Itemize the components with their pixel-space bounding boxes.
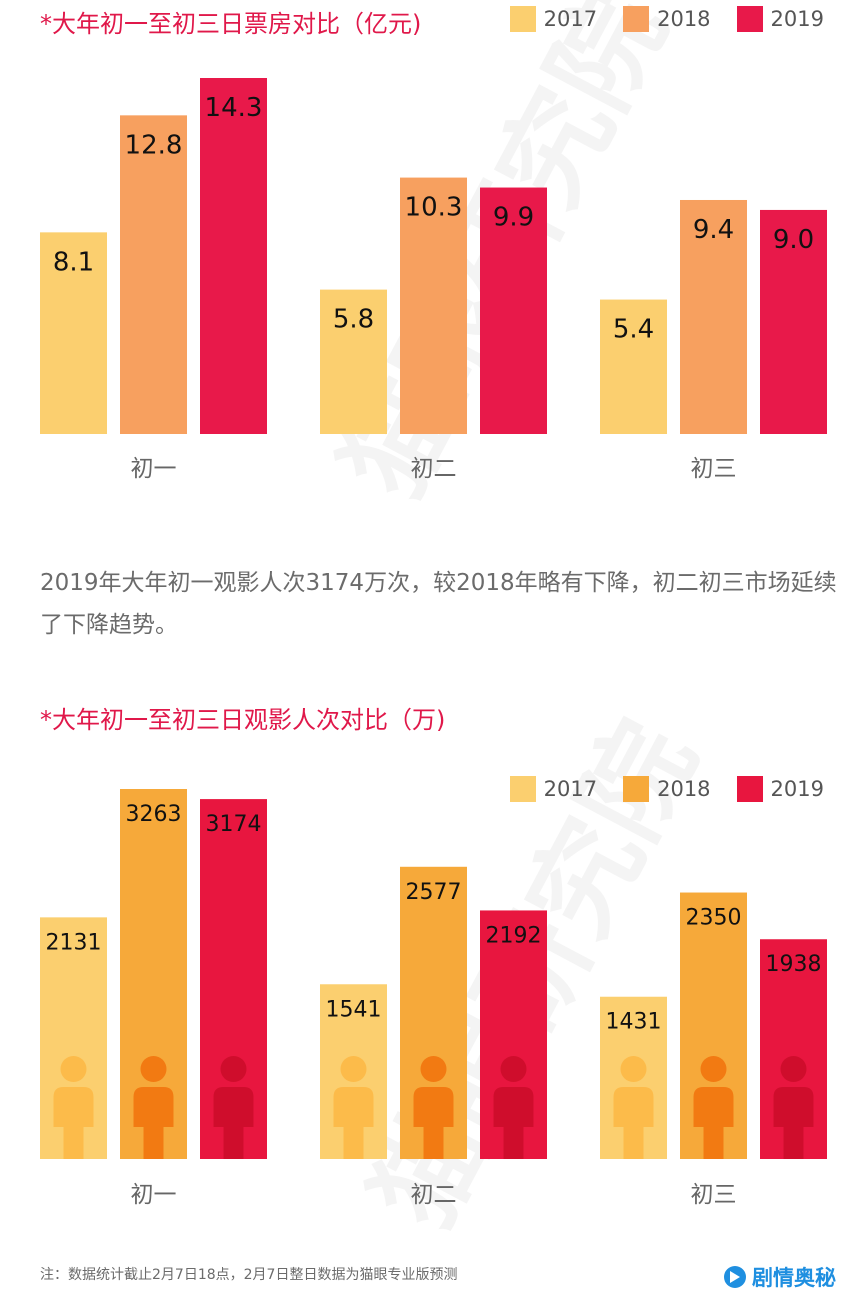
bar-label-初二-2018: 10.3 (405, 193, 463, 223)
person-icon-head (140, 1056, 167, 1082)
bar-label-初二-2018: 2577 (406, 880, 462, 905)
bar-label-初一-2017: 2131 (46, 930, 102, 955)
box-office-chart-title: *大年初一至初三日票房对比（亿元) (40, 10, 422, 38)
audience-bar-chart: 2131 3263 3174 初一 1541 2577 2192 初二 1431 2350 1938… (40, 789, 827, 1208)
person-icon (493, 1087, 534, 1159)
box-office-bar-chart: 8.1 12.8 14.3 初一 5.8 10.3 9.9 初二 5.4 9.4 9.0 初三 (40, 78, 827, 482)
bar-初一-2018 (120, 115, 187, 435)
legend2-item-2018: 2018 (623, 776, 711, 802)
legend2-label-2017: 2017 (543, 777, 598, 801)
audience-legend: 2017 2018 2019 (509, 776, 824, 802)
legend2-swatch-2019 (736, 776, 763, 802)
category-label-2: 初三 (691, 1182, 737, 1208)
person-icon (133, 1087, 174, 1159)
legend2-item-2019: 2019 (736, 776, 824, 802)
legend2-item-2017: 2017 (509, 776, 598, 802)
bar-label-初一-2018: 12.8 (125, 130, 183, 160)
legend-label-2017: 2017 (543, 7, 598, 31)
person-icon-head (220, 1056, 247, 1082)
person-icon (773, 1087, 814, 1159)
bar-label-初一-2018: 3263 (126, 802, 182, 827)
legend2-label-2018: 2018 (657, 777, 711, 801)
bar-label-初三-2018: 2350 (686, 906, 742, 931)
legend-swatch-2019 (736, 6, 763, 32)
bar-label-初三-2019: 9.0 (773, 225, 814, 255)
person-icon-head (340, 1056, 367, 1082)
brand-badge: 剧情奥秘 (724, 1262, 836, 1292)
category-label-2: 初三 (691, 456, 737, 482)
legend-item-2019: 2019 (736, 6, 824, 32)
summary-paragraph: 2019年大年初一观影人次3174万次，较2018年略有下降，初二初三市场延续了… (40, 570, 837, 638)
legend2-swatch-2017 (509, 776, 536, 802)
category-label-1: 初二 (411, 1182, 457, 1208)
person-icon (53, 1087, 94, 1159)
person-icon-head (60, 1056, 87, 1082)
audience-chart-title: *大年初一至初三日观影人次对比（万) (40, 706, 446, 734)
bar-初三-2018 (680, 199, 747, 434)
bar-label-初一-2019: 14.3 (205, 93, 263, 123)
bar-label-初三-2017: 1431 (606, 1010, 662, 1035)
bar-初一-2017 (40, 232, 107, 434)
legend-label-2018: 2018 (657, 7, 711, 31)
bar-初二-2018 (400, 177, 467, 434)
person-icon-head (780, 1056, 807, 1082)
bar-初三-2017 (600, 299, 667, 434)
brand-label: 剧情奥秘 (752, 1266, 836, 1290)
bar-label-初二-2019: 2192 (486, 923, 542, 948)
bar-label-初二-2017: 1541 (326, 997, 382, 1022)
bar-label-初一-2017: 8.1 (53, 247, 94, 277)
bar-label-初三-2018: 9.4 (693, 215, 734, 245)
box-office-legend: 2017 2018 2019 (509, 6, 824, 32)
footnote: 注：数据统计截止2月7日18点，2月7日整日数据为猫眼专业版预测 (40, 1267, 458, 1283)
legend2-label-2019: 2019 (770, 777, 824, 801)
play-icon (724, 1266, 746, 1288)
legend-swatch-2017 (509, 6, 536, 32)
person-icon (413, 1087, 454, 1159)
bar-label-初二-2017: 5.8 (333, 305, 374, 335)
person-icon-head (620, 1056, 647, 1082)
legend-label-2019: 2019 (770, 7, 824, 31)
person-icon-head (500, 1056, 527, 1082)
legend-item-2018: 2018 (623, 6, 711, 32)
bar-label-初一-2019: 3174 (206, 812, 262, 837)
bar-初三-2019 (760, 209, 827, 434)
person-icon (213, 1087, 254, 1159)
legend2-swatch-2018 (623, 776, 650, 802)
bar-label-初三-2019: 1938 (766, 952, 822, 977)
legend-swatch-2018 (623, 6, 650, 32)
category-label-0: 初一 (131, 456, 177, 482)
person-icon (613, 1087, 654, 1159)
bar-label-初三-2017: 5.4 (613, 315, 654, 345)
person-icon (693, 1087, 734, 1159)
category-label-1: 初二 (411, 456, 457, 482)
bar-初二-2017 (320, 289, 387, 434)
person-icon (333, 1087, 374, 1159)
bar-初二-2019 (480, 187, 547, 434)
bar-初一-2019 (200, 78, 267, 434)
person-icon-head (420, 1056, 447, 1082)
person-icon-head (700, 1056, 727, 1082)
category-label-0: 初一 (131, 1182, 177, 1208)
bar-label-初二-2019: 9.9 (493, 203, 534, 233)
legend-item-2017: 2017 (509, 6, 598, 32)
